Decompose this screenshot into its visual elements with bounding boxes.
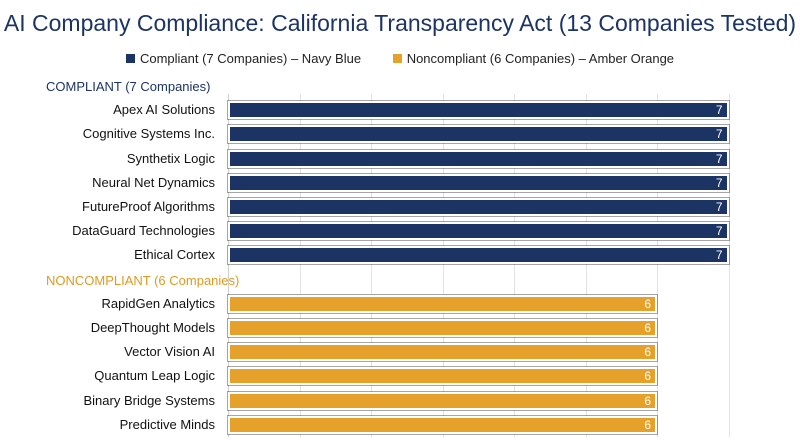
- category-label: DataGuard Technologies: [72, 223, 215, 239]
- bar: [227, 197, 730, 217]
- bar: [227, 172, 730, 193]
- bar-value-label: 7: [715, 248, 723, 263]
- bar-value-label: 6: [644, 369, 651, 384]
- category-label: Vector Vision AI: [124, 344, 215, 360]
- gridline: [371, 94, 372, 437]
- bar-value-label: 7: [715, 151, 723, 166]
- gridline: [728, 94, 730, 437]
- legend-swatch-noncompliant: [392, 54, 402, 63]
- category-label: Predictive Minds: [119, 416, 215, 432]
- legend: Compliant (7 Companies) – Navy Blue Nonc…: [0, 51, 800, 66]
- bar: [227, 148, 730, 169]
- category-label: Cognitive Systems Inc.: [82, 126, 215, 142]
- gridline: [514, 94, 515, 437]
- bar: [227, 221, 730, 242]
- legend-label-compliant: Compliant (7 Companies) – Navy Blue: [139, 51, 362, 66]
- legend-item-compliant: Compliant (7 Companies) – Navy Blue: [125, 51, 362, 66]
- category-label: Neural Net Dynamics: [92, 174, 215, 190]
- legend-swatch-compliant: [125, 54, 135, 63]
- bar-value-label: 7: [715, 127, 723, 142]
- chart-title: AI Company Compliance: California Transp…: [3, 10, 797, 36]
- x-axis-line: [228, 94, 229, 437]
- bar-value-label: 6: [644, 321, 651, 335]
- bar-value-label: 7: [715, 200, 723, 214]
- category-label: Binary Bridge Systems: [83, 392, 216, 408]
- bar: [227, 366, 658, 387]
- gridline: [442, 94, 444, 437]
- bar: [227, 414, 658, 435]
- category-label: RapidGen Analytics: [101, 295, 215, 311]
- bar-value-label: 6: [644, 345, 651, 360]
- category-label: Apex AI Solutions: [113, 102, 215, 118]
- gridline: [299, 94, 301, 437]
- category-label: Ethical Cortex: [134, 247, 215, 263]
- bar: [227, 293, 658, 314]
- legend-item-noncompliant: Noncompliant (6 Companies) – Amber Orang…: [392, 51, 675, 66]
- bar: [227, 100, 730, 121]
- category-label: FutureProof Algorithms: [82, 199, 215, 214]
- category-label: DeepThought Models: [90, 320, 215, 335]
- legend-label-noncompliant: Noncompliant (6 Companies) – Amber Orang…: [406, 51, 675, 66]
- bar: [227, 245, 730, 266]
- bar-value-label: 7: [715, 224, 723, 239]
- bar-value-label: 6: [644, 417, 651, 432]
- category-label: Synthetix Logic: [126, 150, 215, 166]
- gridline: [585, 94, 587, 437]
- group-label: COMPLIANT (7 Companies): [46, 79, 211, 94]
- bar-value-label: 7: [715, 175, 723, 190]
- bar: [227, 318, 658, 338]
- bar-value-label: 6: [644, 296, 651, 311]
- gridline: [657, 94, 658, 437]
- bar: [227, 342, 658, 363]
- bar: [227, 124, 730, 145]
- bar: [227, 390, 658, 411]
- bar-value-label: 7: [715, 103, 723, 118]
- group-label: NONCOMPLIANT (6 Companies): [46, 272, 240, 288]
- category-label: Quantum Leap Logic: [94, 368, 215, 384]
- bar-value-label: 6: [644, 393, 651, 408]
